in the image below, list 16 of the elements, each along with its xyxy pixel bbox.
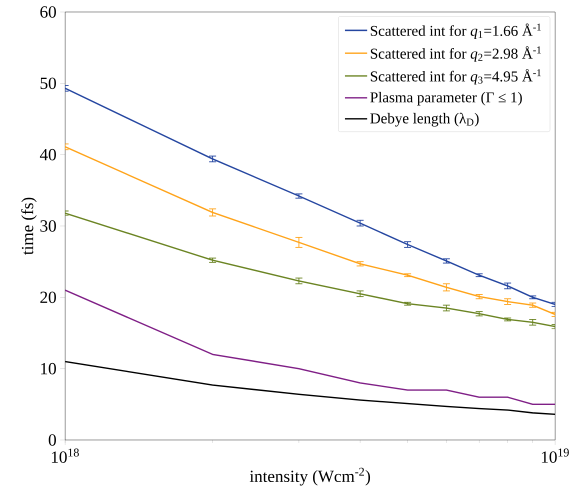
legend-label: Debye length (λ$_{D}$)	[370, 112, 479, 127]
y-tick-label: 30	[40, 220, 56, 232]
y-tick-label: 40	[40, 148, 56, 160]
y-tick-label: 50	[40, 78, 56, 90]
legend-label: Scattered int for q$_{2}$=2.98 Å$^{-1}$	[370, 46, 541, 62]
y-tick-label: 10	[41, 362, 56, 374]
x-axis-title: intensity (Wcm$^{-2}$)	[250, 468, 370, 486]
y-tick-label: 60	[40, 6, 56, 18]
legend-label: Plasma parameter (Γ ≤ 1)	[370, 92, 522, 106]
y-tick-label: 0	[48, 434, 56, 446]
legend-label: Scattered int for q$_{3}$=4.95 Å$^{-1}$	[370, 69, 541, 85]
legend-label: Scattered int for q$_{1}$=1.66 Å$^{-1}$	[370, 23, 541, 39]
x-tick-label: 10$^{18}$	[52, 448, 79, 463]
y-tick-label: 20	[40, 292, 56, 304]
y-axis-title: time (fs)	[21, 198, 37, 255]
x-tick-label: 10$^{19}$	[542, 448, 569, 463]
